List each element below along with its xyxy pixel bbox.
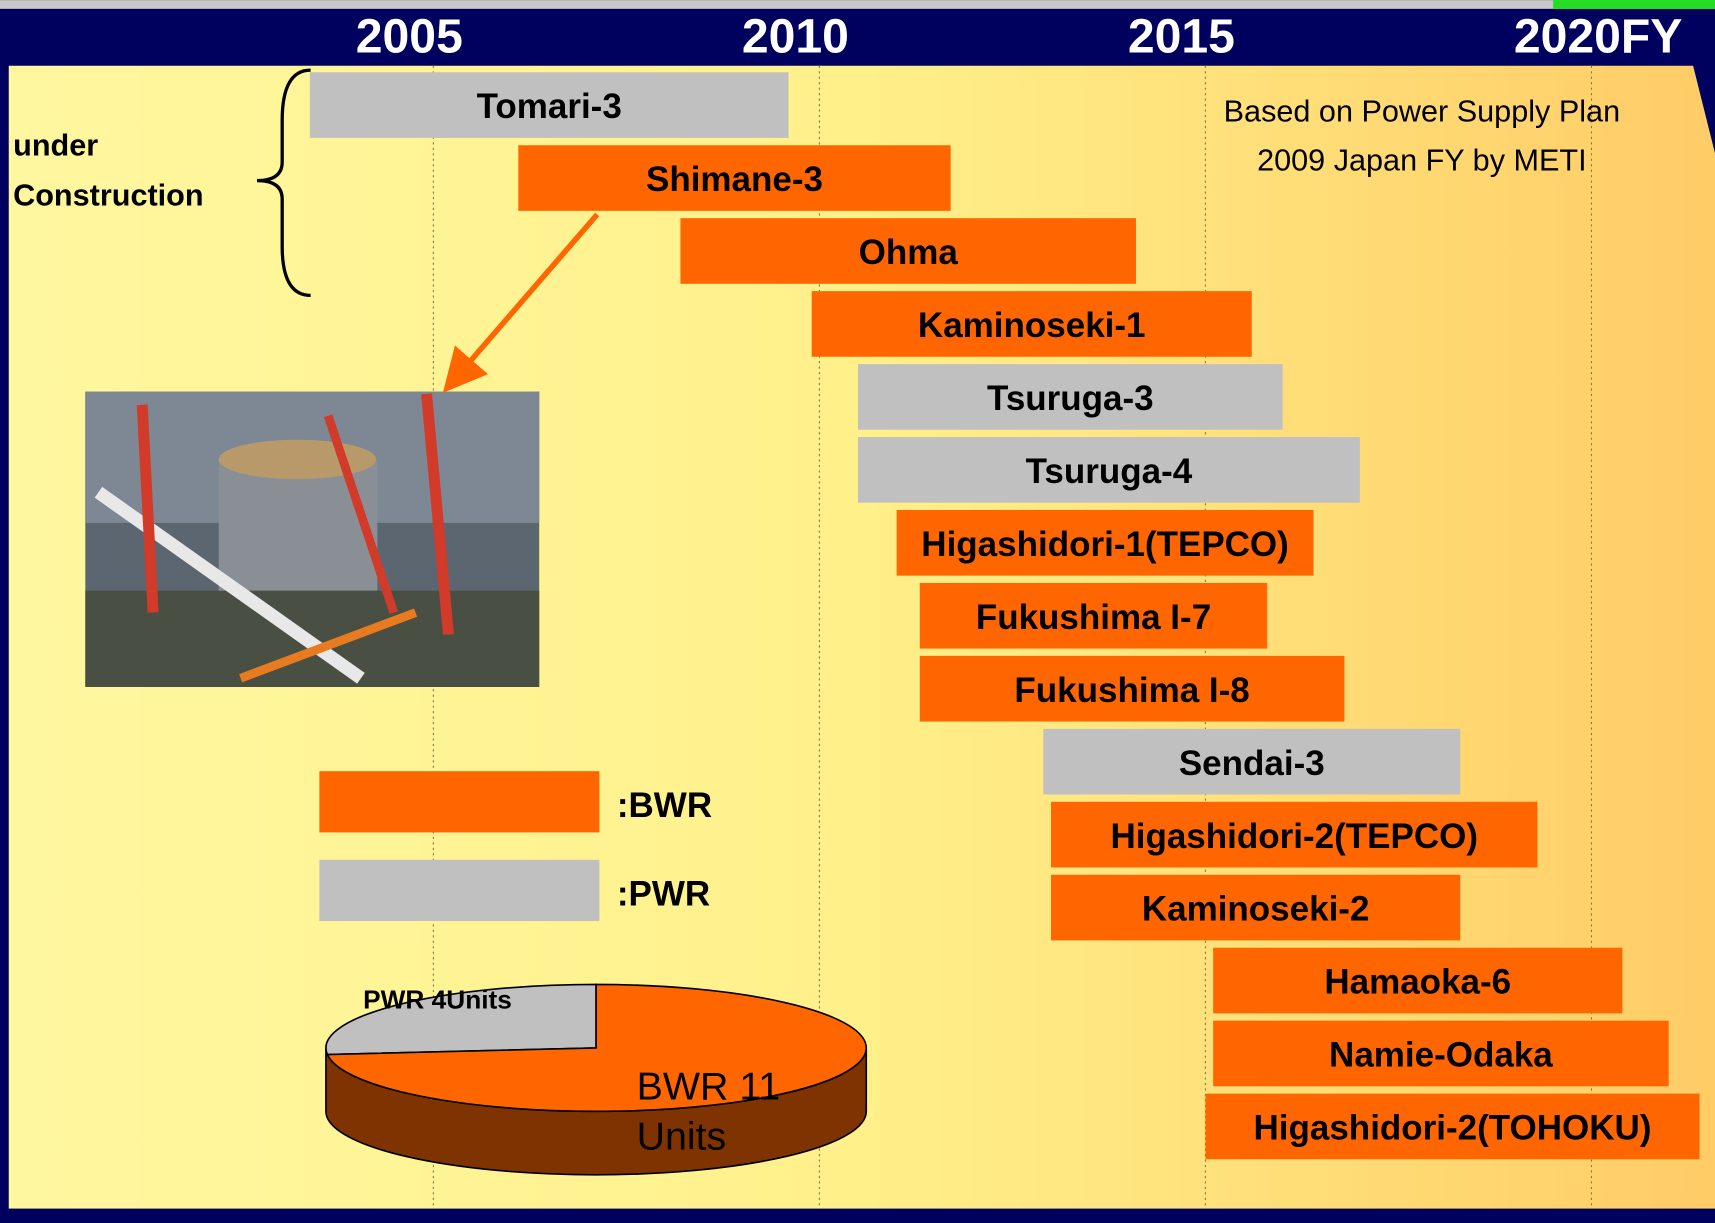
x-tick-label: 2005 bbox=[356, 10, 463, 64]
bar bbox=[896, 510, 1314, 576]
bar-label: Tomari-3 bbox=[477, 87, 622, 126]
x-tick-label: 2015 bbox=[1128, 10, 1235, 64]
x-tick-label: 2020 bbox=[1514, 10, 1621, 64]
bar bbox=[858, 437, 1360, 503]
bar-label: Tsuruga-3 bbox=[987, 379, 1154, 418]
bar-label: Sendai-3 bbox=[1179, 744, 1325, 783]
bar-label: Ohma bbox=[859, 233, 959, 272]
note: 2009 Japan FY by METI bbox=[1257, 144, 1587, 178]
bar bbox=[518, 145, 951, 211]
bar bbox=[1213, 1020, 1669, 1087]
pie-label: Units bbox=[637, 1115, 727, 1159]
x-tick-label: 2010 bbox=[742, 10, 849, 64]
bar-label: Fukushima I-7 bbox=[976, 598, 1211, 637]
bracket bbox=[257, 68, 311, 298]
note: Based on Power Supply Plan bbox=[1224, 95, 1620, 129]
bar bbox=[680, 218, 1136, 284]
pie-slice bbox=[325, 983, 597, 1056]
bar bbox=[858, 364, 1283, 430]
group-label: Construction bbox=[13, 179, 203, 213]
bar bbox=[1213, 947, 1623, 1014]
pie-label: PWR 4Units bbox=[363, 985, 512, 1015]
legend-swatch bbox=[319, 859, 600, 922]
bar-label: Kaminoseki-1 bbox=[918, 306, 1146, 345]
bar bbox=[811, 291, 1252, 357]
bar-label: Hamaoka-6 bbox=[1324, 963, 1511, 1002]
bar bbox=[1205, 1093, 1700, 1160]
group-label: under bbox=[13, 128, 98, 162]
bar bbox=[1043, 728, 1461, 795]
bar-label: Kaminoseki-2 bbox=[1142, 890, 1370, 929]
legend-label: :BWR bbox=[617, 786, 712, 825]
top-strip bbox=[0, 0, 1715, 9]
x-axis-label: FY bbox=[1621, 10, 1682, 64]
bar-label: Fukushima I-8 bbox=[1014, 671, 1249, 710]
bar bbox=[1051, 801, 1538, 868]
bar bbox=[919, 655, 1345, 722]
bar bbox=[1051, 874, 1461, 941]
bar-label: Higashidori-2(TOHOKU) bbox=[1254, 1109, 1652, 1148]
bar-label: Tsuruga-4 bbox=[1026, 452, 1193, 491]
arrow bbox=[442, 212, 600, 393]
legend-label: :PWR bbox=[617, 875, 710, 914]
bar-label: Higashidori-1(TEPCO) bbox=[921, 525, 1289, 564]
bar bbox=[309, 72, 789, 138]
pie-label: BWR 11 bbox=[637, 1064, 781, 1108]
pie-slice bbox=[326, 983, 868, 1113]
bar-label: Namie-Odaka bbox=[1329, 1036, 1553, 1075]
corner-tab bbox=[1553, 0, 1715, 9]
bar-label: Higashidori-2(TEPCO) bbox=[1110, 817, 1478, 856]
bottom-strip bbox=[8, 1208, 1715, 1223]
legend-swatch bbox=[319, 771, 600, 833]
photo bbox=[85, 391, 540, 687]
bar-label: Shimane-3 bbox=[646, 160, 823, 199]
bar bbox=[919, 582, 1268, 649]
